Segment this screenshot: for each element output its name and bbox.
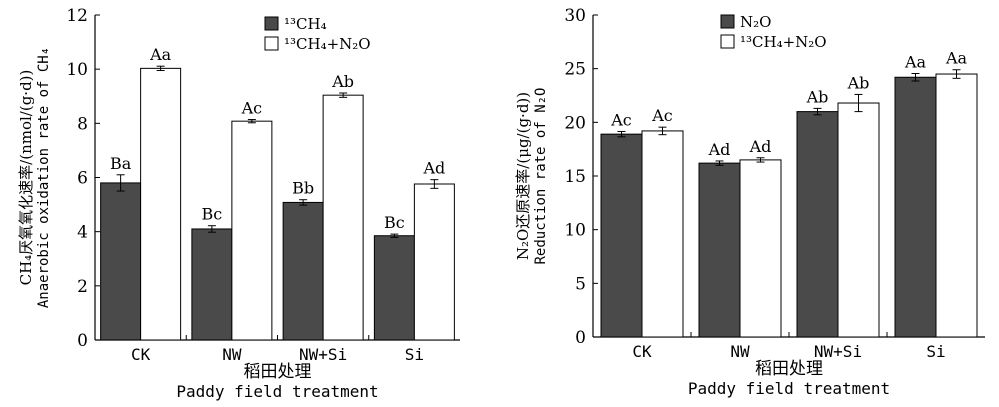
legend-swatch	[264, 16, 279, 31]
x-axis-title-en: Paddy field treatment	[176, 382, 378, 401]
significance-label: Ad	[708, 140, 731, 159]
bar	[837, 102, 880, 338]
bar	[413, 183, 455, 341]
y-tick-label: 0	[575, 328, 586, 348]
bar	[191, 228, 233, 341]
y-tick-label: 4	[77, 223, 88, 243]
y-tick-label: 2	[77, 277, 88, 297]
y-tick-label: 6	[77, 169, 88, 189]
significance-label: Ba	[110, 154, 132, 173]
y-axis-title-en: Anaerobic oxidation rate of CH₄	[36, 47, 52, 308]
bar	[698, 162, 741, 338]
significance-label: Bc	[202, 205, 223, 224]
y-tick-label: 12	[66, 6, 88, 26]
y-tick-label: 10	[564, 221, 586, 241]
bar	[322, 94, 364, 341]
x-tick-label: CK	[131, 345, 151, 364]
bar	[600, 133, 643, 338]
x-tick-label: NW	[222, 345, 242, 364]
significance-label: Ab	[331, 72, 354, 91]
x-tick-label: Si	[405, 345, 424, 364]
bar	[231, 120, 273, 341]
significance-label: Ad	[422, 159, 445, 178]
significance-label: Ac	[651, 106, 673, 125]
y-tick-label: 10	[66, 60, 88, 80]
y-tick-label: 30	[564, 6, 586, 26]
significance-label: Ac	[610, 110, 632, 129]
significance-label: Ab	[847, 73, 870, 92]
legend-swatch	[720, 34, 735, 49]
chart-panel-1: 0 2 4 6 8 10 12 Ba Aa CK Bc Ac NW Bb Ab NW+Si Bc Ad Si 稻田处理…	[17, 6, 460, 401]
significance-label: Ad	[749, 137, 772, 156]
x-tick-label: NW+Si	[814, 342, 862, 361]
y-tick-label: 20	[564, 113, 586, 133]
x-tick-label: CK	[632, 342, 652, 361]
y-tick-label: 0	[77, 331, 88, 351]
legend-label: ¹³CH₄	[284, 15, 327, 33]
significance-label: Ac	[241, 99, 263, 118]
legend-swatch	[720, 14, 735, 29]
significance-label: Aa	[945, 49, 968, 68]
significance-label: Bb	[292, 179, 314, 198]
legend-swatch	[264, 36, 279, 51]
bar	[641, 130, 684, 338]
y-tick-label: 25	[564, 60, 586, 80]
x-axis-title-cn: 稻田处理	[755, 359, 823, 379]
bar	[796, 111, 839, 338]
y-axis-title-en: Reduction rate of N₂O	[533, 87, 549, 264]
bar	[373, 235, 415, 341]
bar	[282, 201, 324, 341]
legend-label: ¹³CH₄+N₂O	[740, 33, 827, 51]
significance-label: Ab	[806, 87, 829, 106]
legend-label: N₂O	[740, 13, 771, 31]
y-axis-title-cn: N₂O还原速率/(μg/(g·d))	[514, 92, 532, 260]
bar	[140, 67, 182, 341]
significance-label: Bc	[384, 213, 405, 232]
bar	[739, 159, 782, 338]
bar	[100, 182, 142, 341]
x-tick-label: NW	[730, 342, 750, 361]
chart-panel-2: 0 5 10 15 20 25 30 Ac Ac CK Ad Ad NW Ab Ab NW+Si Aa Aa Si 稻…	[514, 6, 985, 398]
legend-label: ¹³CH₄+N₂O	[284, 35, 371, 53]
bar	[935, 73, 978, 338]
y-tick-label: 15	[564, 167, 586, 187]
y-axis-title-cn: CH₄厌氧氧化速率/(nmol/(g·d))	[17, 70, 35, 286]
y-tick-label: 5	[575, 274, 586, 294]
significance-label: Aa	[904, 52, 927, 71]
bar	[894, 76, 937, 338]
x-tick-label: Si	[926, 342, 945, 361]
significance-label: Aa	[149, 45, 172, 64]
x-axis-title-en: Paddy field treatment	[688, 379, 890, 398]
y-tick-label: 8	[77, 114, 88, 134]
x-axis-title-cn: 稻田处理	[244, 362, 312, 382]
x-tick-label: NW+Si	[299, 345, 347, 364]
